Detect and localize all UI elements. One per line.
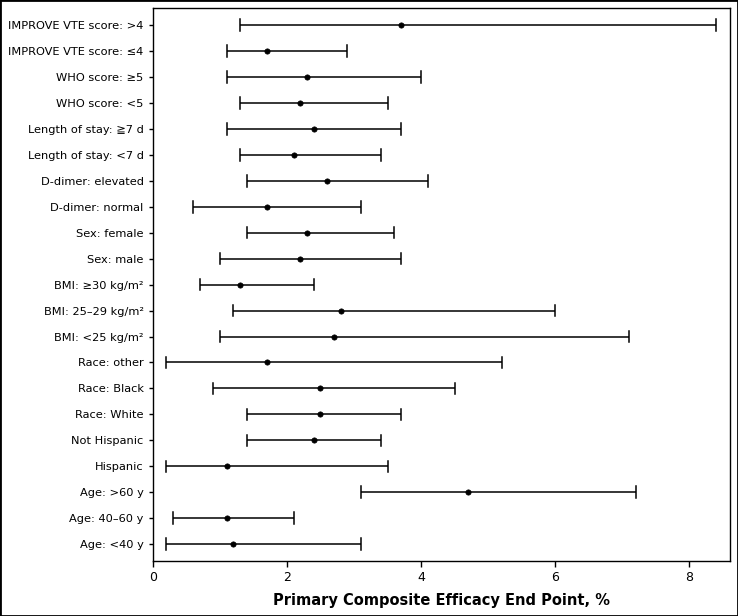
X-axis label: Primary Composite Efficacy End Point, %: Primary Composite Efficacy End Point, % (273, 593, 610, 607)
